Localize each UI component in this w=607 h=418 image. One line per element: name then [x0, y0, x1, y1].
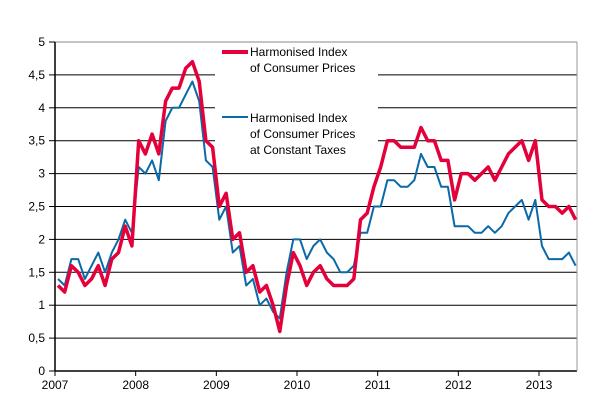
gridlines	[55, 41, 577, 339]
y-tick-label: 1,5	[28, 265, 45, 279]
series-line-constant-taxes	[57, 80, 577, 320]
x-tick-label: 2010	[284, 378, 311, 392]
legend-label-ct-line3: at Constant Taxes	[250, 143, 346, 157]
series-lines	[56, 59, 578, 334]
legend-label-ct-line2: of Consumer Prices	[250, 127, 355, 141]
legend-label-ct-line1: Harmonised Index	[250, 111, 347, 125]
y-tick-label: 1	[38, 298, 45, 312]
x-tick-label: 2008	[122, 378, 149, 392]
legend-label-hicp-line2: of Consumer Prices	[250, 61, 355, 75]
y-tick-label: 2	[38, 232, 45, 246]
y-axis: 0 0,5 1 1,5 2 2,5 3 3,5 4 4,5 5	[28, 35, 56, 378]
y-tick-label: 0,5	[28, 331, 45, 345]
y-tick-label: 4,5	[28, 68, 45, 82]
x-tick-label: 2009	[203, 378, 230, 392]
y-tick-label: 2,5	[28, 200, 45, 214]
y-tick-label: 0	[38, 364, 45, 378]
series-line-hicp	[56, 59, 578, 334]
y-tick-label: 3,5	[28, 134, 45, 148]
legend: Harmonised Index of Consumer Prices Harm…	[222, 45, 355, 157]
x-tick-label: 2013	[526, 378, 553, 392]
x-tick-label: 2011	[365, 378, 391, 392]
y-tick-label: 5	[38, 35, 45, 49]
x-tick-label: 2007	[42, 378, 69, 392]
legend-label-hicp-line1: Harmonised Index	[250, 45, 347, 59]
x-tick-label: 2012	[445, 378, 472, 392]
x-axis: 2007 2008 2009 2010 2011 2012 2013	[42, 42, 578, 392]
y-tick-label: 3	[38, 167, 45, 181]
y-tick-label: 4	[38, 101, 45, 115]
